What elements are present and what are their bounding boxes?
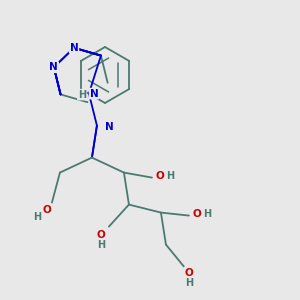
Text: N: N bbox=[50, 62, 58, 72]
Text: H: H bbox=[203, 208, 211, 219]
Text: O: O bbox=[43, 205, 51, 214]
Text: H: H bbox=[185, 278, 193, 288]
Text: N: N bbox=[70, 43, 78, 53]
Text: H: H bbox=[33, 212, 41, 222]
Text: N: N bbox=[105, 122, 113, 132]
Text: O: O bbox=[193, 208, 201, 219]
Text: O: O bbox=[156, 171, 164, 181]
Text: H: H bbox=[166, 171, 174, 181]
Text: O: O bbox=[97, 230, 105, 240]
Text: O: O bbox=[184, 268, 193, 278]
Text: H: H bbox=[78, 90, 86, 100]
Text: N: N bbox=[90, 88, 98, 99]
Text: H: H bbox=[97, 240, 105, 250]
